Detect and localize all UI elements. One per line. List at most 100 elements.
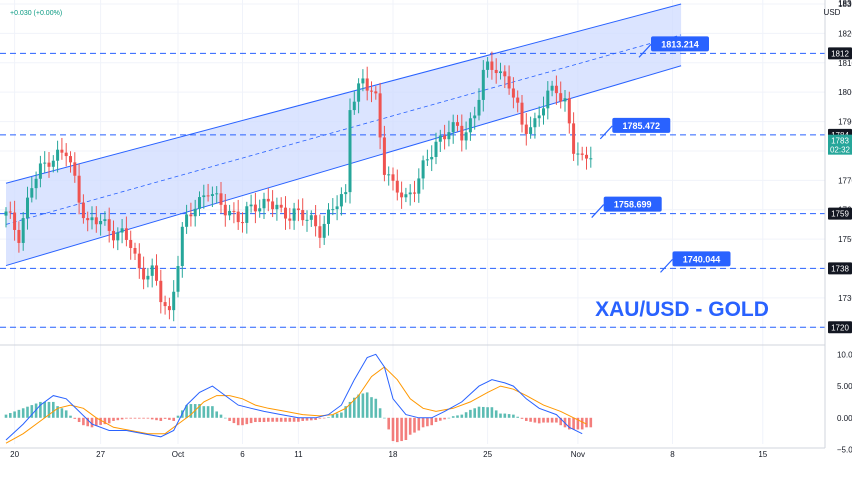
- macd-histogram-bar: [456, 415, 459, 418]
- candle-body: [8, 211, 12, 213]
- current-price-label: 1783: [831, 137, 849, 146]
- macd-histogram-bar: [133, 417, 137, 419]
- macd-histogram-bar: [451, 416, 455, 418]
- candle-body: [314, 215, 318, 227]
- macd-histogram-bar: [288, 417, 292, 422]
- candle-body: [202, 195, 206, 198]
- candle-body: [473, 115, 477, 119]
- macd-histogram-bar: [434, 417, 438, 423]
- callout-label: 1740.044: [683, 254, 721, 264]
- candle-body: [185, 214, 189, 227]
- macd-histogram-bar: [503, 413, 507, 418]
- candle-body: [503, 71, 507, 77]
- candle-body: [94, 217, 98, 225]
- candle-body: [477, 99, 481, 116]
- macd-histogram-bar: [90, 417, 94, 428]
- macd-histogram-bar: [580, 417, 584, 430]
- candle-body: [305, 219, 309, 221]
- candle-body: [365, 78, 369, 91]
- macd-histogram-bar: [168, 417, 171, 420]
- macd-histogram-bar: [348, 401, 352, 418]
- macd-histogram-bar: [516, 416, 519, 418]
- macd-histogram-bar: [21, 408, 25, 418]
- time-tick-label: 11: [294, 450, 303, 459]
- macd-histogram-bar: [490, 407, 494, 418]
- macd-histogram-bar: [56, 406, 59, 418]
- macd-line: [5, 353, 583, 441]
- candle-body: [413, 192, 416, 194]
- candle-body: [69, 156, 72, 163]
- macd-histogram-bar: [267, 417, 270, 422]
- candle-body: [434, 141, 438, 157]
- candle-body: [112, 230, 115, 241]
- macd-histogram-bar: [64, 410, 68, 418]
- macd-histogram-bar: [585, 417, 588, 428]
- macd-signal-line: [5, 366, 587, 444]
- macd-histogram-bar: [163, 417, 167, 419]
- candle-body: [537, 115, 541, 119]
- macd-histogram-bar: [172, 417, 175, 421]
- candle-body: [408, 192, 412, 195]
- candle-body: [86, 218, 90, 221]
- macd-histogram-bar: [258, 417, 261, 423]
- candle-body: [589, 158, 593, 160]
- macd-histogram-bar: [30, 405, 34, 418]
- macd-histogram-bar: [129, 417, 132, 419]
- macd-histogram-bar: [4, 414, 8, 418]
- macd-histogram-bar: [185, 405, 188, 418]
- candle-body: [198, 197, 201, 209]
- candle-body: [43, 162, 47, 164]
- candle-body: [228, 210, 232, 216]
- macd-histogram-bar: [47, 401, 51, 418]
- macd-histogram-bar: [357, 394, 360, 418]
- macd-histogram-bar: [138, 417, 141, 419]
- candle-body: [451, 122, 455, 133]
- macd-histogram-bar: [430, 417, 433, 426]
- candle-body: [51, 160, 55, 167]
- macd-histogram-bar: [469, 409, 472, 418]
- level-axis-pill: [828, 47, 852, 60]
- macd-histogram-bar: [507, 414, 511, 418]
- candle-body: [404, 194, 408, 198]
- channel-mid-line: [5, 34, 682, 225]
- candle-body: [60, 149, 64, 153]
- candlesticks: [4, 51, 593, 322]
- candle-body: [142, 268, 146, 280]
- candle-body: [77, 175, 81, 203]
- macd-histogram-bar: [537, 417, 541, 424]
- macd-histogram-bar: [520, 417, 524, 419]
- macd-histogram-bar: [232, 417, 236, 424]
- candle-body: [516, 97, 520, 103]
- candle-body: [580, 153, 584, 155]
- macd-histogram-bar: [447, 417, 451, 419]
- candle-body: [481, 69, 485, 100]
- macd-histogram-bar: [107, 417, 111, 424]
- time-tick-label: 20: [10, 450, 19, 459]
- macd-histogram-bar: [327, 417, 330, 418]
- macd-histogram-bar: [533, 417, 537, 423]
- candle-body: [30, 188, 34, 198]
- candle-body: [456, 122, 459, 126]
- macd-histogram-bar: [314, 417, 317, 421]
- time-tick-label: 25: [483, 450, 492, 459]
- candle-body: [352, 101, 356, 111]
- macd-histogram-bar: [206, 406, 210, 418]
- macd-histogram-bar: [150, 417, 154, 420]
- candle-body: [107, 219, 111, 231]
- candle-body: [576, 153, 580, 155]
- macd-histogram-bar: [378, 408, 382, 418]
- candle-body: [137, 253, 141, 269]
- candle-body: [258, 208, 262, 212]
- time-tick-label: Nov: [571, 450, 585, 459]
- currency-label: USD: [824, 8, 841, 17]
- candle-body: [572, 123, 576, 154]
- macd-histogram-bar: [219, 414, 223, 418]
- macd-histogram-bar: [155, 417, 158, 421]
- callout-label: 1813.214: [661, 39, 699, 49]
- candle-body: [232, 210, 236, 212]
- price-levels: [0, 52, 825, 328]
- callout-box: [672, 251, 731, 267]
- macd-histogram-bar: [464, 412, 468, 418]
